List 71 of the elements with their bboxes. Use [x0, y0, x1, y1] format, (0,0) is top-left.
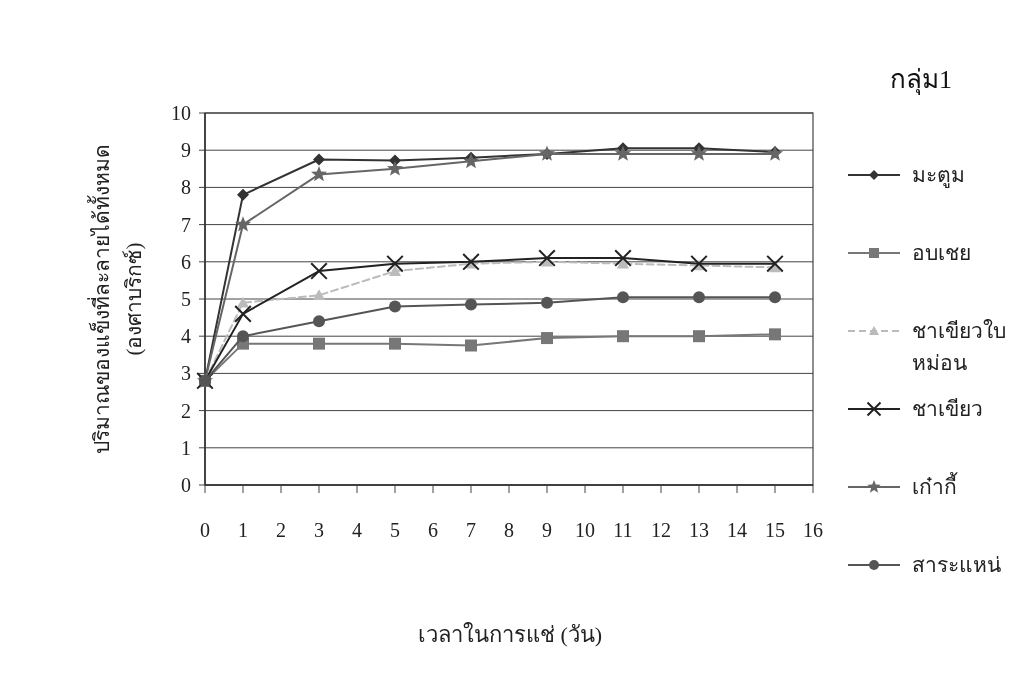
- point: [237, 188, 249, 201]
- point: [769, 328, 781, 341]
- point: [693, 291, 705, 304]
- legend-label: ชาเขียวใบหม่อน: [912, 319, 1006, 375]
- point: [389, 337, 401, 350]
- point: [237, 296, 249, 308]
- x-tick-label: 10: [575, 519, 595, 541]
- point: [693, 330, 705, 343]
- y-tick-label: 9: [181, 139, 191, 162]
- point: [313, 315, 325, 328]
- y-tick-label: 6: [181, 250, 191, 273]
- point: [389, 265, 401, 276]
- y-tick-label: 2: [181, 399, 191, 422]
- point: [387, 160, 403, 176]
- x-tick-label: 12: [651, 519, 671, 541]
- y-tick-label: 4: [181, 325, 191, 348]
- point: [311, 165, 327, 182]
- point: [462, 253, 480, 271]
- point: [313, 337, 325, 350]
- y-tick-label: 5: [181, 288, 191, 310]
- point: [310, 262, 328, 280]
- point: [237, 330, 249, 343]
- x-tick-label: 7: [466, 519, 476, 541]
- y-tick-label: 0: [181, 474, 191, 496]
- legend-label: อบเชย: [912, 241, 971, 265]
- x-tick-label: 0: [200, 519, 210, 541]
- point: [389, 300, 401, 313]
- point: [769, 291, 781, 304]
- point: [690, 254, 708, 273]
- y-axis-title: ปริมาณของแข็งที่ละลายได้ทั้งหมด (องศาบริกซ์): [87, 144, 146, 454]
- y-tick-label: 8: [181, 176, 191, 199]
- legend-label: สาระแหน่: [912, 553, 1001, 577]
- point: [465, 298, 477, 311]
- point: [615, 145, 631, 161]
- x-tick-label: 4: [352, 519, 362, 541]
- x-tick-label: 15: [765, 519, 785, 541]
- x-tick-label: 1: [238, 519, 248, 541]
- legend-label: ชาเขียว: [912, 397, 983, 421]
- legend-label: เก๋ากี้: [912, 472, 958, 499]
- point: [538, 249, 556, 267]
- x-tick-label: 13: [689, 519, 709, 541]
- x-tick-label: 9: [542, 519, 552, 541]
- x-tick-label: 6: [428, 519, 438, 541]
- x-tick-label: 16: [803, 519, 823, 541]
- point: [617, 330, 629, 343]
- point: [463, 152, 479, 169]
- x-axis-title: เวลาในการแช่ (วัน): [417, 622, 603, 647]
- point: [235, 216, 251, 232]
- point: [386, 254, 404, 273]
- legend-label: มะตูม: [912, 163, 965, 188]
- point: [465, 339, 477, 352]
- point: [617, 291, 629, 304]
- x-tick-label: 5: [390, 519, 400, 541]
- y-tick-label: 10: [171, 102, 191, 124]
- point: [691, 145, 707, 161]
- y-tick-label: 7: [181, 213, 191, 236]
- x-tick-label: 14: [727, 519, 747, 541]
- x-tick-label: 3: [314, 519, 324, 541]
- point: [541, 296, 553, 309]
- point: [766, 254, 784, 273]
- x-tick-label: 11: [613, 519, 633, 541]
- y-tick-label: 1: [181, 436, 191, 459]
- x-tick-label: 8: [504, 519, 514, 541]
- text: กลุ่ม1: [890, 65, 952, 95]
- y-tick-label: 3: [181, 362, 191, 385]
- point: [313, 153, 325, 166]
- point: [541, 332, 553, 345]
- x-tick-label: 2: [276, 519, 286, 541]
- point: [313, 289, 325, 301]
- point: [234, 305, 252, 323]
- point: [614, 249, 632, 267]
